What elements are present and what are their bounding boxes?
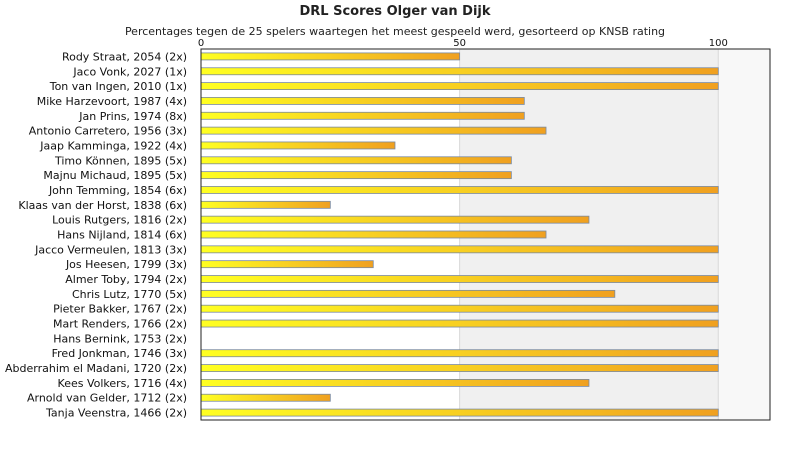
category-label: Hans Nijland, 1814 (6x)	[57, 229, 187, 242]
bar	[200, 141, 396, 150]
category-label: Antonio Carretero, 1956 (3x)	[29, 125, 187, 138]
bar	[200, 319, 719, 328]
bar	[200, 126, 547, 135]
category-label: Chris Lutz, 1770 (5x)	[72, 288, 187, 301]
bar	[200, 260, 374, 269]
category-label: Arnold van Gelder, 1712 (2x)	[27, 392, 187, 405]
bar	[200, 215, 590, 224]
bar	[200, 349, 719, 358]
bar	[200, 304, 719, 313]
chart-subtitle: Percentages tegen de 25 spelers waartege…	[124, 25, 666, 38]
bar	[200, 111, 525, 120]
x-tick-label: 100	[709, 38, 728, 49]
category-label: Louis Rutgers, 1816 (2x)	[52, 214, 187, 227]
x-tick-label: 50	[453, 38, 466, 49]
plot-frame	[200, 48, 771, 421]
category-label: Hans Bernink, 1753 (2x)	[53, 332, 187, 345]
category-label: Ton van Ingen, 2010 (1x)	[49, 80, 187, 93]
bar	[200, 156, 512, 165]
category-label: Abderrahim el Madani, 1720 (2x)	[5, 362, 187, 375]
plot-band	[718, 49, 770, 420]
category-label: Majnu Michaud, 1895 (5x)	[43, 169, 187, 182]
bar	[200, 52, 461, 61]
category-label: Mike Harzevoort, 1987 (4x)	[37, 95, 187, 108]
category-label: Klaas van der Horst, 1838 (6x)	[18, 199, 187, 212]
category-label: Fred Jonkman, 1746 (3x)	[52, 347, 187, 360]
category-label: Jan Prins, 1974 (8x)	[78, 110, 187, 123]
category-label: Tanja Veenstra, 1466 (2x)	[45, 407, 187, 420]
category-label: John Temming, 1854 (6x)	[48, 184, 187, 197]
category-label: Timo Können, 1895 (5x)	[54, 154, 187, 167]
bar	[200, 67, 719, 76]
category-label: Pieter Bakker, 1767 (2x)	[53, 303, 187, 316]
bar	[200, 171, 512, 180]
bar	[200, 186, 719, 194]
bar	[200, 97, 525, 105]
category-label: Almer Toby, 1794 (2x)	[65, 273, 187, 286]
category-label: Jos Heesen, 1799 (3x)	[65, 258, 187, 271]
bar	[200, 230, 547, 239]
category-label: Mart Renders, 1766 (2x)	[53, 318, 187, 331]
bar	[200, 393, 331, 402]
category-label: Kees Volkers, 1716 (4x)	[58, 377, 187, 390]
bar	[200, 408, 719, 417]
bar	[200, 275, 719, 283]
category-label: Jaap Kamminga, 1922 (4x)	[39, 139, 187, 152]
bar	[200, 289, 616, 298]
bar	[200, 82, 719, 90]
category-label: Jaco Vonk, 2027 (1x)	[72, 65, 187, 78]
chart-title: DRL Scores Olger van Dijk	[299, 4, 491, 19]
bar	[200, 364, 719, 372]
category-label: Jacco Vermeulen, 1813 (3x)	[34, 243, 187, 256]
bar	[200, 378, 590, 387]
bar	[200, 245, 719, 254]
x-tick-label: 0	[198, 38, 204, 49]
bar	[200, 200, 331, 209]
category-label: Rody Straat, 2054 (2x)	[62, 50, 187, 63]
